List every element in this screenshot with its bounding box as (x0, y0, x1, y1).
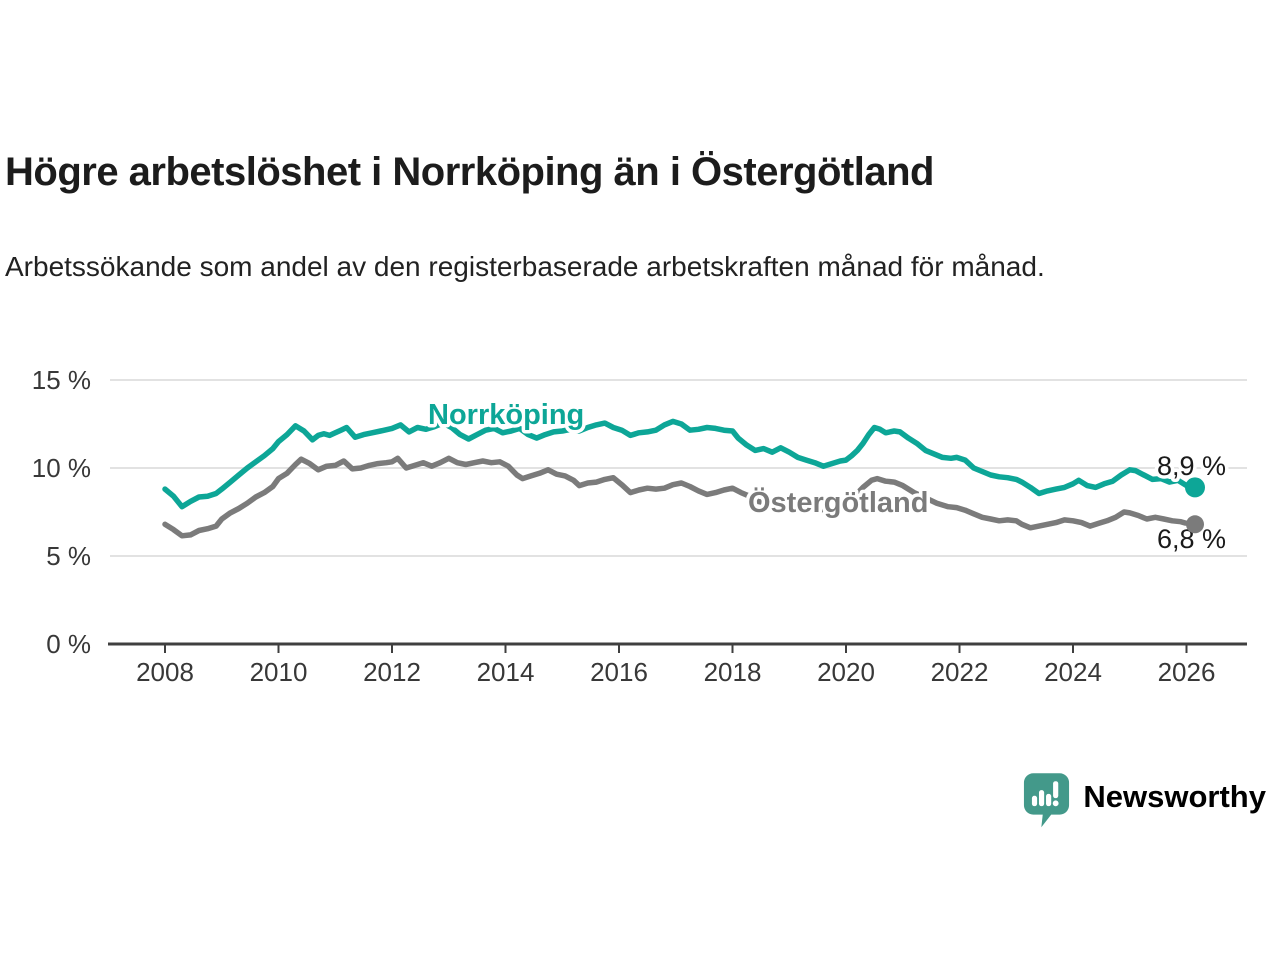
x-axis-tick-label: 2018 (704, 657, 762, 687)
norrkoping-end-dot (1185, 477, 1205, 498)
chart-subtitle: Arbetssökande som andel av den registerb… (5, 251, 1045, 282)
x-axis-tick-label: 2016 (590, 657, 648, 687)
y-axis-tick-label: 0 % (46, 629, 91, 659)
x-axis-tick-label: 2012 (363, 657, 421, 687)
x-axis-tick-label: 2014 (477, 657, 535, 687)
newsworthy-logo-text: Newsworthy (1083, 779, 1266, 814)
y-axis-tick-label: 15 % (32, 365, 91, 395)
y-axis-tick-label: 10 % (32, 453, 91, 483)
x-axis-tick-label: 2022 (931, 657, 989, 687)
newsworthy-logo-icon (1024, 773, 1070, 828)
ostergotland-end-dot (1186, 515, 1204, 534)
chart-svg: 0 % 5 % 10 % 15 % Norrköping Östergötland 8… (32, 365, 1247, 687)
y-axis-tick-label: 5 % (46, 541, 91, 571)
x-axis-tick-label: 2026 (1158, 657, 1216, 687)
x-axis-tick-label: 2010 (250, 657, 308, 687)
grid-layer: 0 % 5 % 10 % 15 % (32, 365, 1247, 659)
tick-layer: 2008 2010 2012 2014 2016 2018 2020 2022 2024 2026 (136, 644, 1215, 687)
x-axis-tick-label: 2008 (136, 657, 194, 687)
x-axis-tick-label: 2020 (817, 657, 875, 687)
ostergotland-line (162, 455, 1198, 539)
x-axis-tick-label: 2024 (1044, 657, 1102, 687)
chart-area: 0 % 5 % 10 % 15 % Norrköping Östergötland 8… (0, 340, 1280, 720)
ostergotland-series-label: Östergötland (748, 486, 928, 519)
norrkoping-series-label: Norrköping (428, 399, 584, 431)
norrkoping-line (162, 418, 1198, 510)
newsworthy-logo: Newsworthy (1023, 772, 1266, 829)
page-title: Högre arbetslöshet i Norrköping än i Öst… (5, 150, 934, 194)
norrkoping-end-value-label: 8,9 % (1157, 451, 1226, 481)
